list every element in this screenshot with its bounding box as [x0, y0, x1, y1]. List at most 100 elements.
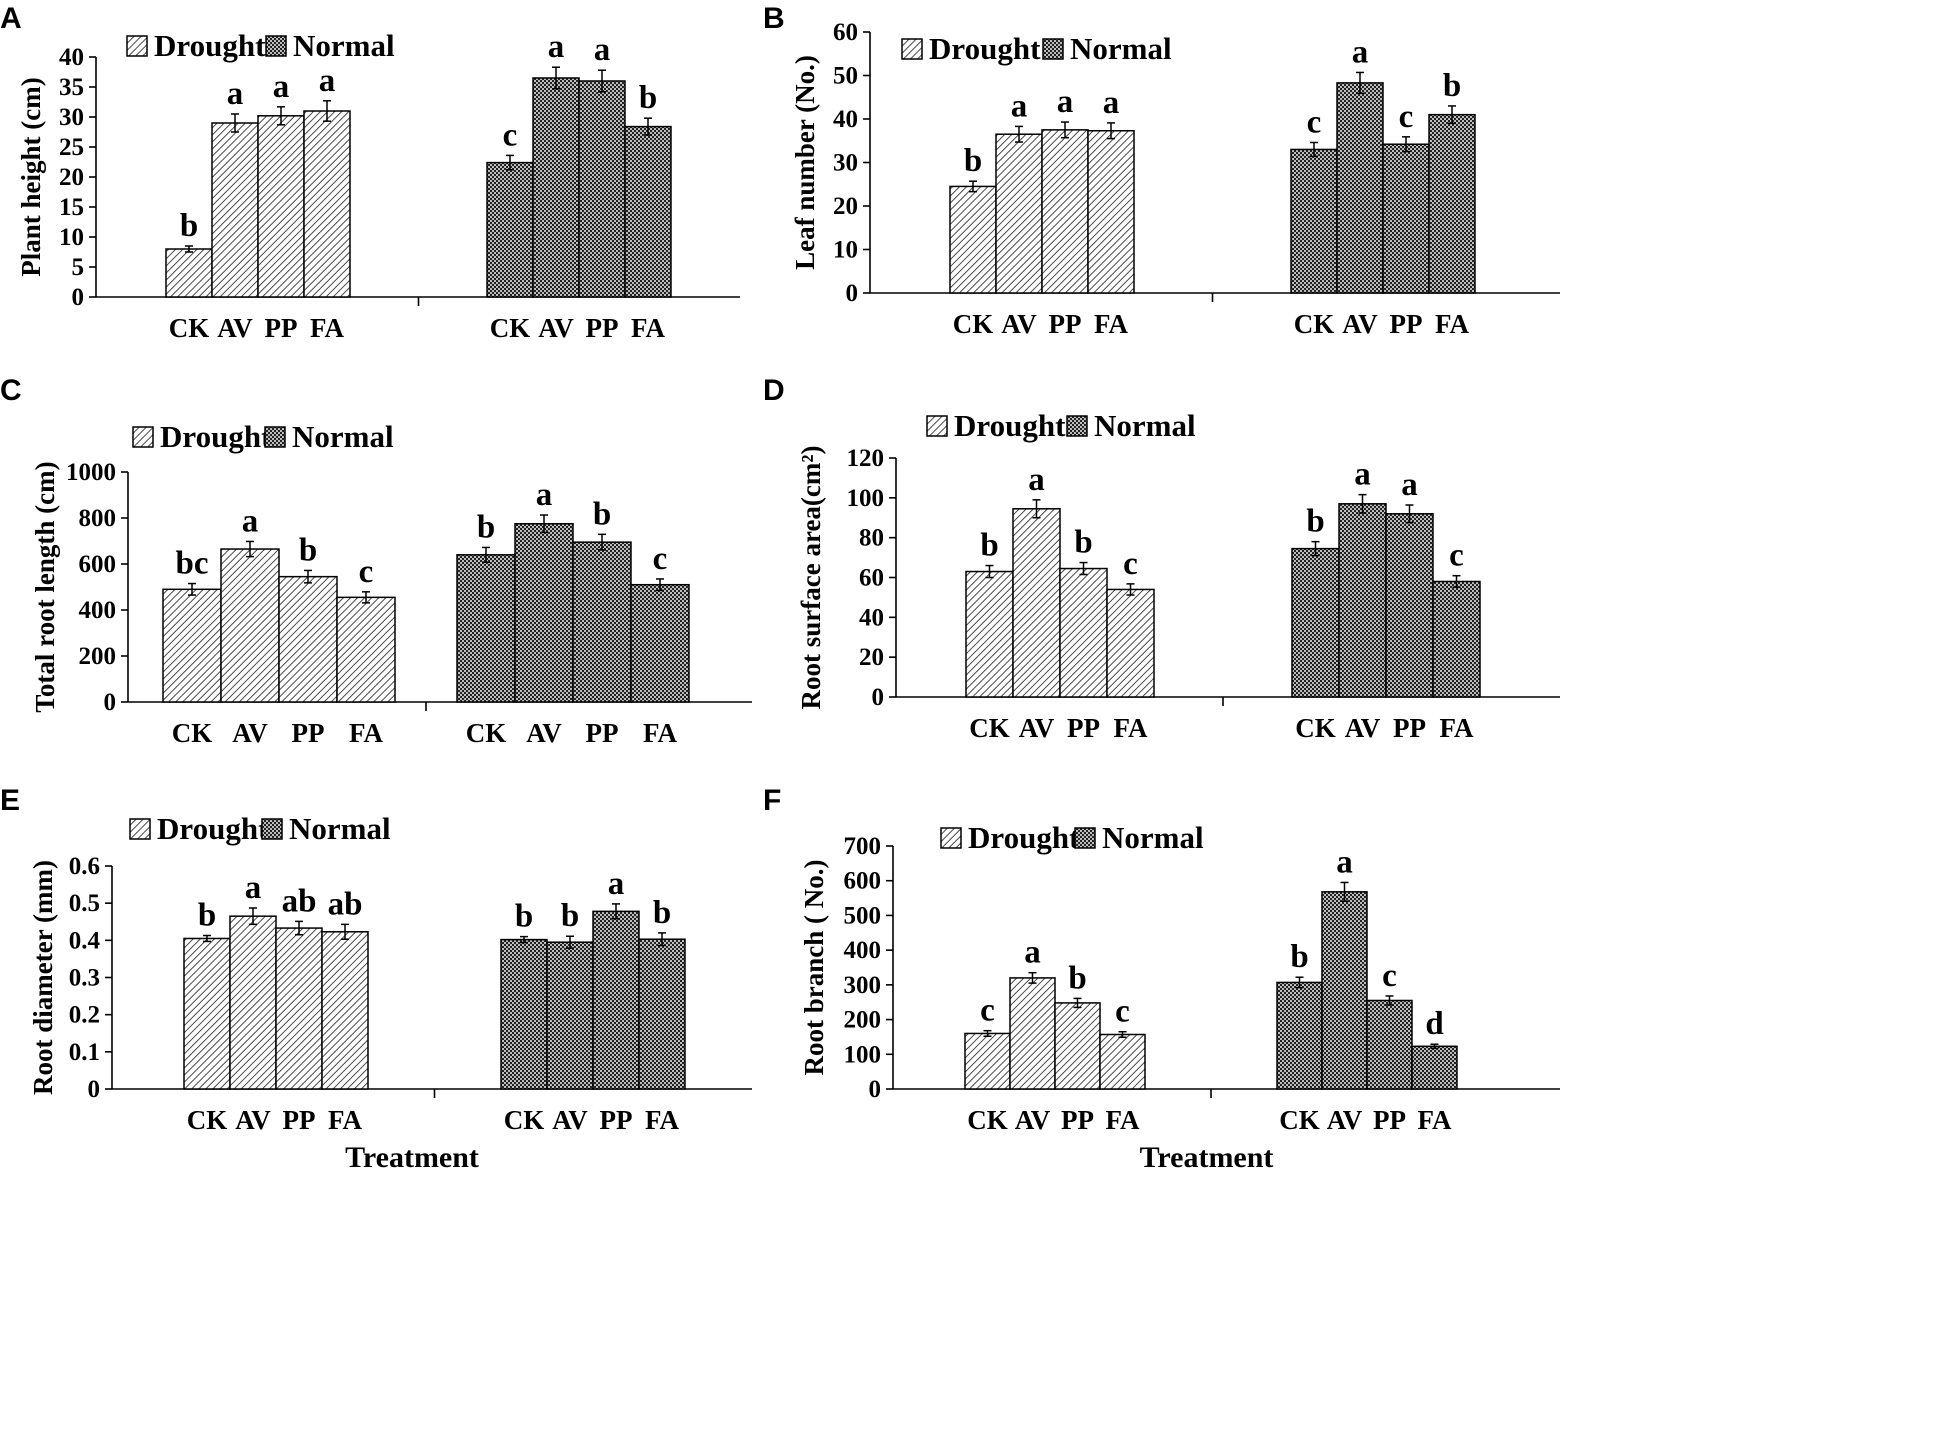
y-tick-label: 0 [846, 280, 859, 307]
y-tick-label: 800 [79, 505, 117, 532]
bar-drought-fa [336, 596, 396, 703]
x-axis-label: Treatment [345, 1141, 479, 1174]
significance-letter: a [1354, 457, 1371, 493]
y-tick-label: 1000 [66, 459, 116, 486]
panel-f: F 0 100 200 300 400 500 600 700 Root branch ( No.… [763, 784, 1560, 1174]
y-tick-label: 80 [859, 525, 884, 552]
y-tick-label: 0.4 [69, 927, 101, 954]
bar-normal-fa [630, 583, 690, 703]
significance-letter: b [964, 143, 982, 179]
legend-label-normal: Normal [1070, 31, 1172, 66]
y-tick-label: 20 [859, 644, 884, 671]
category-label: AV [217, 313, 253, 343]
bar-drought-pp [257, 115, 305, 298]
legend-swatch-drought [129, 818, 151, 840]
significance-letter: b [180, 208, 198, 244]
category-label: FA [1435, 309, 1469, 339]
bar-drought-fa [321, 931, 369, 1090]
category-label: FA [349, 718, 383, 748]
significance-letter: c [503, 117, 518, 153]
significance-letter: a [273, 69, 290, 105]
y-tick-label: 120 [847, 445, 885, 472]
y-tick-label: 500 [844, 902, 882, 929]
significance-letter: ab [328, 886, 363, 922]
legend-swatch-normal [1074, 827, 1096, 849]
significance-letter: a [1057, 84, 1074, 120]
significance-letter: c [1307, 104, 1322, 140]
y-tick-label: 20 [59, 164, 84, 191]
legend: Drought Normal [132, 419, 394, 454]
significance-letter: b [1290, 939, 1308, 975]
category-label: AV [526, 718, 562, 748]
category-label: PP [1373, 1105, 1406, 1135]
y-axis-label: Root surface area(cm²) [796, 446, 826, 710]
category-label: FA [643, 718, 677, 748]
category-label: AV [1019, 713, 1055, 743]
bar-normal-av [1338, 503, 1387, 698]
significance-letter: a [608, 866, 625, 902]
category-label: CK [969, 713, 1010, 743]
y-tick-label: 30 [833, 150, 858, 177]
category-label: PP [1393, 713, 1426, 743]
y-tick-label: 200 [844, 1007, 882, 1034]
category-label: AV [1342, 309, 1378, 339]
category-label: FA [328, 1105, 362, 1135]
category-label: AV [1327, 1105, 1363, 1135]
significance-letter: b [299, 532, 317, 568]
y-tick-label: 0 [88, 1076, 101, 1103]
legend-swatch-drought [940, 827, 962, 849]
bar-normal-pp [578, 80, 626, 298]
significance-letter: a [594, 32, 611, 68]
legend-label-normal: Normal [289, 811, 391, 846]
panel-letter: C [0, 374, 22, 407]
category-label: FA [631, 313, 665, 343]
legend-label-normal: Normal [1094, 408, 1196, 443]
category-label: AV [235, 1105, 271, 1135]
y-tick-label: 10 [59, 224, 84, 251]
y-tick-label: 50 [833, 63, 858, 90]
bar-drought-ck [965, 570, 1014, 698]
y-tick-label: 0.2 [69, 1002, 100, 1029]
significance-letter: c [1382, 958, 1397, 994]
bar-normal-av [1336, 82, 1384, 294]
category-label: CK [1294, 309, 1335, 339]
bar-drought-pp [275, 927, 323, 1090]
legend-label-drought: Drought [929, 31, 1041, 66]
bar-drought-fa [1087, 129, 1135, 294]
significance-letter: b [515, 899, 533, 935]
y-tick-label: 700 [844, 833, 882, 860]
significance-letter: a [1028, 462, 1045, 498]
bar-normal-fa [1432, 580, 1481, 698]
y-tick-label: 100 [844, 1041, 882, 1068]
significance-letter: ab [282, 883, 317, 919]
y-tick-label: 60 [859, 565, 884, 592]
panel-letter: E [0, 784, 20, 817]
category-label: CK [187, 1105, 228, 1135]
category-label: AV [552, 1105, 588, 1135]
bar-normal-ck [456, 554, 516, 703]
category-label: FA [645, 1105, 679, 1135]
significance-letter: a [1011, 88, 1028, 124]
significance-letter: a [242, 503, 259, 539]
bar-normal-fa [1428, 113, 1476, 294]
category-label: CK [466, 718, 507, 748]
category-label: PP [1390, 309, 1423, 339]
bar-normal-fa [624, 125, 672, 298]
legend-label-drought: Drought [154, 28, 266, 63]
bar-normal-ck [500, 938, 548, 1090]
bar-drought-ck [162, 588, 222, 703]
significance-letter: b [1074, 525, 1092, 561]
y-tick-label: 600 [79, 551, 117, 578]
y-tick-label: 0.3 [69, 965, 100, 992]
bar-drought-ck [183, 937, 231, 1090]
legend-swatch-normal [1066, 415, 1088, 437]
y-tick-label: 25 [59, 134, 84, 161]
bar-drought-fa [303, 110, 351, 298]
legend-swatch-normal [1042, 38, 1064, 60]
bar-drought-ck [964, 1032, 1011, 1090]
significance-letter: c [1115, 994, 1130, 1030]
y-axis-label: Root branch ( No.) [799, 860, 829, 1076]
significance-letter: b [561, 898, 579, 934]
y-tick-label: 60 [833, 19, 858, 46]
